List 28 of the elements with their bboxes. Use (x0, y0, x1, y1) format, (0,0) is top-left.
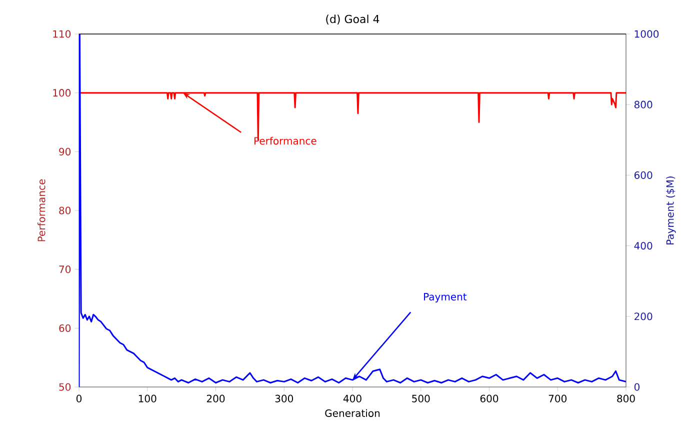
x-tick-label: 600 (480, 394, 498, 402)
text: Payment (424, 293, 467, 302)
y2-tick-label: 800 (634, 100, 652, 108)
y-tick-label: 50 (59, 383, 71, 391)
y-tick-label: 60 (59, 324, 71, 332)
y-tick-label: 100 (53, 89, 71, 97)
y2-tick-label: 200 (634, 312, 652, 320)
y-tick-label: 90 (59, 148, 71, 156)
y2-tick-label: 400 (634, 242, 652, 250)
y-tick-label: 110 (53, 30, 71, 38)
series-label: Performance (254, 136, 316, 145)
x-tick-label: 700 (548, 394, 567, 402)
x-tick-label: 500 (412, 394, 430, 402)
y2-axis-title: Payment ($M) (666, 176, 676, 244)
x-tick-label: 200 (206, 394, 225, 402)
y2-tick-label: 1000 (634, 30, 659, 38)
x-tick-label: 400 (343, 394, 362, 402)
x-tick-label: 800 (617, 394, 635, 402)
x-axis-title: Generation (325, 409, 380, 417)
y2-tick-label: 600 (634, 171, 652, 179)
y-tick-label: 70 (59, 266, 71, 274)
x-tick-label: 300 (275, 394, 294, 402)
x-tick-label: 100 (138, 394, 156, 402)
x-tick-label: 0 (76, 394, 82, 402)
chart-title: (d) Goal 4 (326, 14, 380, 24)
y2-tick-label: 0 (634, 383, 640, 391)
y-axis-title: Performance (38, 179, 46, 242)
y-tick-label: 80 (59, 206, 71, 214)
